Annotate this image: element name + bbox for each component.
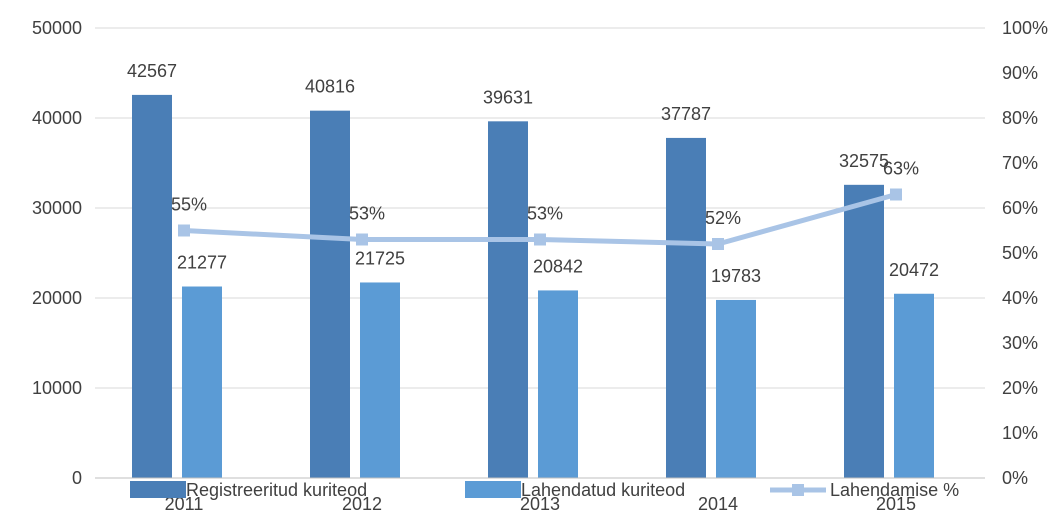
legend-label: Lahendamise % [830, 480, 959, 500]
legend-label: Registreeritud kuriteod [186, 480, 367, 500]
right-tick-label: 30% [1002, 333, 1038, 353]
bars [132, 94, 934, 479]
left-tick-label: 0 [72, 468, 82, 488]
line-marker [356, 233, 368, 246]
right-tick-label: 100% [1002, 18, 1048, 38]
bar-lahendatud [182, 286, 222, 478]
left-tick-label: 30000 [32, 198, 82, 218]
right-tick-label: 40% [1002, 288, 1038, 308]
right-tick-label: 70% [1002, 153, 1038, 173]
line-marker [534, 233, 546, 246]
bar-value-label: 39631 [483, 87, 533, 107]
bar-registreeritud [666, 137, 706, 479]
x-tick-label: 2014 [698, 494, 738, 514]
left-tick-label: 10000 [32, 378, 82, 398]
x-tick-label: 2015 [876, 494, 916, 514]
line-value-label: 53% [349, 204, 385, 224]
right-tick-label: 10% [1002, 423, 1038, 443]
percentage-line: 55% 53% 53% 52% 63% [171, 159, 919, 250]
bar-lahendatud [716, 299, 756, 478]
bar-value-label: 20842 [533, 256, 583, 276]
right-tick-label: 20% [1002, 378, 1038, 398]
bar-value-label: 40816 [305, 77, 355, 97]
right-axis-labels: 0% 10% 20% 30% 40% 50% 60% 70% 80% 90% 100% [1002, 18, 1048, 488]
left-tick-label: 20000 [32, 288, 82, 308]
bar-lahendatud [538, 290, 578, 478]
right-tick-label: 60% [1002, 198, 1038, 218]
right-tick-label: 50% [1002, 243, 1038, 263]
left-tick-label: 40000 [32, 108, 82, 128]
bar-registreeritud [310, 110, 350, 478]
bar-value-label: 37787 [661, 104, 711, 124]
gridlines [95, 27, 985, 389]
right-tick-label: 80% [1002, 108, 1038, 128]
bar-value-label: 20472 [889, 260, 939, 280]
bar-registreeritud [132, 94, 172, 478]
line-value-label: 53% [527, 204, 563, 224]
x-tick-label: 2011 [165, 494, 204, 514]
legend-marker [792, 484, 804, 496]
legend-label: Lahendatud kuriteod [521, 480, 685, 500]
bar-value-label: 21725 [355, 248, 405, 268]
x-axis: 2011 2012 2013 2014 2015 [95, 477, 985, 514]
line-marker [178, 224, 190, 237]
line-value-label: 55% [171, 195, 207, 215]
x-tick-label: 2012 [342, 494, 382, 514]
line-marker [712, 238, 724, 250]
bar-data-labels: 42567 40816 39631 37787 32575 21277 21725 20842… [127, 61, 939, 286]
bar-lahendatud [894, 293, 934, 478]
left-tick-label: 50000 [32, 18, 82, 38]
bar-registreeritud [844, 184, 884, 478]
bar-value-label: 19783 [711, 266, 761, 286]
bar-registreeritud [488, 121, 528, 479]
legend-swatch [465, 481, 521, 498]
right-tick-label: 90% [1002, 63, 1038, 83]
bar-value-label: 32575 [839, 151, 889, 171]
line-value-label: 63% [883, 159, 919, 179]
line-value-label: 52% [705, 208, 741, 228]
left-axis-labels: 0 10000 20000 30000 40000 50000 [32, 18, 82, 488]
bar-lahendatud [360, 282, 400, 478]
x-tick-label: 2013 [520, 494, 560, 514]
right-tick-label: 0% [1002, 468, 1028, 488]
legend: Registreeritud kuriteod Lahendatud kurite… [130, 480, 959, 500]
line-marker [890, 188, 902, 201]
legend-swatch [130, 481, 186, 498]
bar-value-label: 21277 [177, 253, 227, 273]
bar-value-label: 42567 [127, 61, 177, 81]
